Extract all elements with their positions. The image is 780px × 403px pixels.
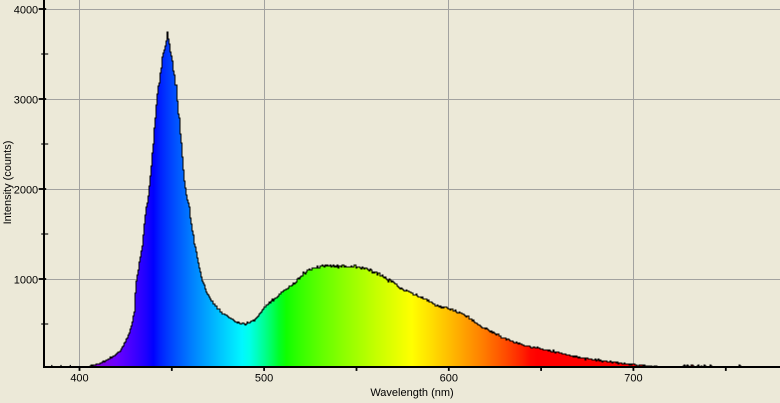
- svg-text:1000: 1000: [14, 275, 38, 287]
- svg-text:Wavelength (nm): Wavelength (nm): [370, 387, 453, 399]
- svg-text:3000: 3000: [14, 95, 38, 107]
- svg-text:400: 400: [70, 373, 88, 385]
- svg-text:500: 500: [255, 373, 273, 385]
- svg-text:4000: 4000: [14, 5, 38, 17]
- svg-text:700: 700: [624, 373, 642, 385]
- svg-text:2000: 2000: [14, 185, 38, 197]
- svg-text:Intensity (counts): Intensity (counts): [2, 141, 14, 225]
- svg-text:600: 600: [440, 373, 458, 385]
